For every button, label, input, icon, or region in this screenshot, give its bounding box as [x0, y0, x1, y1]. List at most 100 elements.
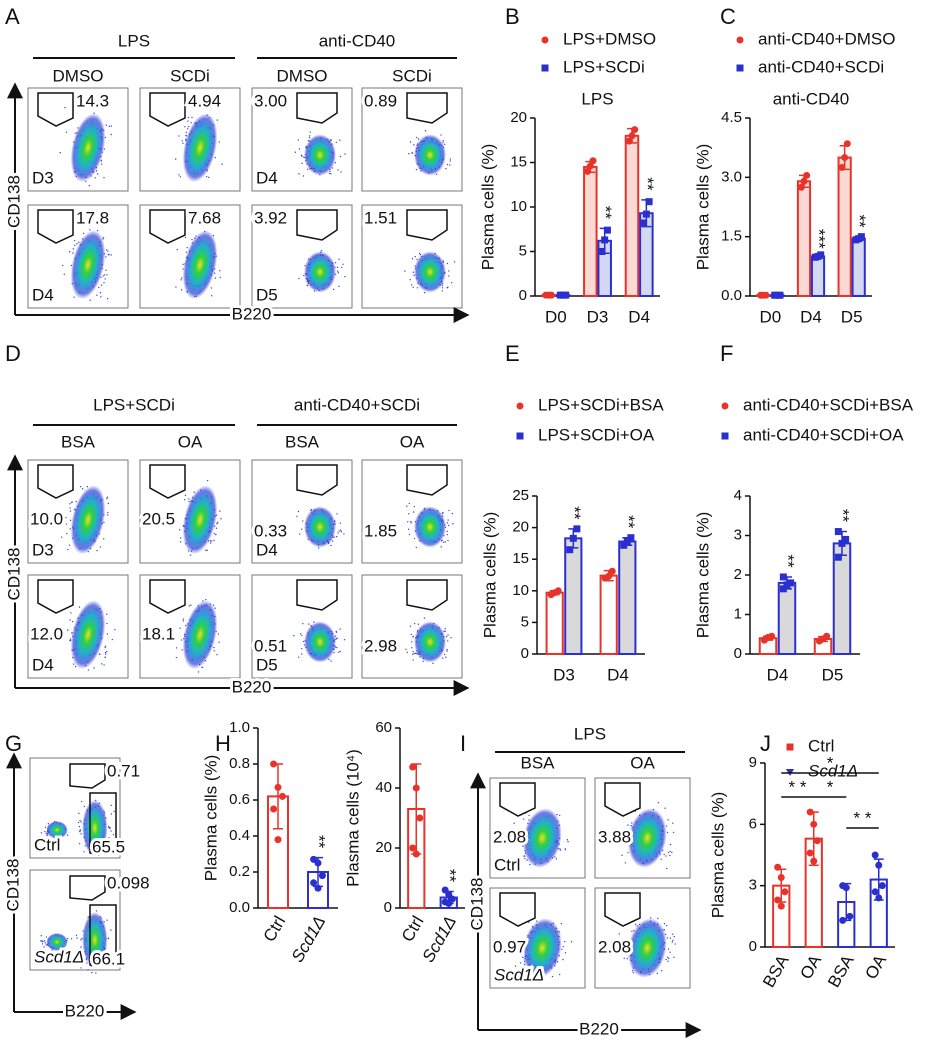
event-dot — [103, 177, 104, 178]
event-dot — [106, 125, 107, 126]
panel-letter: E — [505, 341, 520, 366]
x-tick-label: OA — [861, 951, 890, 982]
data-point — [601, 236, 608, 243]
event-dot — [674, 936, 675, 937]
row-label: D4 — [256, 168, 278, 187]
event-dot — [668, 949, 669, 950]
data-point — [562, 292, 569, 299]
gate-value: 65.5 — [92, 837, 125, 856]
event-dot — [523, 818, 524, 819]
event-dot — [95, 177, 96, 178]
panel-letter: J — [760, 731, 771, 756]
event-dot — [565, 849, 566, 850]
event-dot — [81, 801, 82, 802]
event-dot — [66, 132, 67, 133]
event-dot — [669, 851, 670, 852]
data-point — [315, 885, 322, 892]
event-dot — [183, 618, 184, 619]
panel-letter: F — [720, 341, 733, 366]
significance: ** — [779, 554, 798, 568]
event-dot — [96, 910, 97, 911]
event-dot — [70, 510, 71, 511]
x-axis-label: B220 — [579, 1019, 619, 1038]
legend-label: anti-CD40+SCDi+OA — [743, 425, 904, 444]
event-dot — [205, 550, 206, 551]
event-dot — [340, 156, 341, 157]
density — [304, 134, 336, 175]
event-dot — [206, 176, 207, 177]
event-dot — [178, 135, 179, 136]
significance: ** — [619, 515, 638, 529]
event-dot — [301, 155, 302, 156]
event-dot — [333, 289, 334, 290]
y-axis-label: Plasma cells (%) — [480, 512, 499, 639]
event-dot — [103, 664, 104, 665]
x-axis-label: B220 — [232, 304, 272, 323]
event-dot — [210, 540, 211, 541]
y-tick-label: 0.6 — [229, 791, 250, 808]
event-dot — [220, 277, 221, 278]
event-dot — [186, 251, 187, 252]
event-dot — [219, 510, 220, 511]
event-dot — [309, 137, 310, 138]
event-dot — [64, 107, 65, 108]
event-dot — [330, 660, 331, 661]
event-dot — [217, 119, 218, 120]
event-dot — [110, 254, 111, 255]
significance: ** — [834, 509, 853, 523]
event-dot — [109, 126, 110, 127]
event-dot — [564, 941, 565, 942]
event-dot — [529, 864, 530, 865]
event-dot — [210, 542, 211, 543]
event-dot — [101, 284, 102, 285]
event-dot — [416, 547, 417, 548]
bracket-label: * * — [789, 777, 807, 796]
gate-value: 18.1 — [142, 624, 175, 643]
event-dot — [186, 247, 187, 248]
panel-letter: G — [5, 731, 22, 756]
event-dot — [186, 132, 187, 133]
density — [304, 506, 336, 547]
y-tick-label: 0.0 — [721, 287, 742, 304]
event-dot — [69, 640, 70, 641]
event-dot — [70, 612, 71, 613]
event-dot — [40, 940, 41, 941]
data-point — [817, 251, 824, 258]
event-dot — [665, 959, 666, 960]
event-dot — [341, 531, 342, 532]
event-dot — [559, 815, 560, 816]
event-dot — [208, 177, 209, 178]
x-tick-label: D4 — [607, 665, 629, 684]
column-label: DMSO — [53, 66, 104, 85]
event-dot — [448, 510, 449, 511]
event-dot — [673, 832, 674, 833]
event-dot — [409, 503, 410, 504]
bracket-label: * — [827, 753, 834, 772]
data-point — [413, 785, 420, 792]
data-point — [768, 633, 775, 640]
y-axis-label: CD138 — [3, 859, 22, 912]
event-dot — [337, 270, 338, 271]
event-dot — [180, 541, 181, 542]
y-axis-label: Plasma cells (%) — [693, 512, 712, 639]
event-dot — [111, 813, 112, 814]
x-tick-label: D4 — [628, 307, 650, 326]
event-dot — [310, 131, 311, 132]
event-dot — [110, 830, 111, 831]
event-dot — [301, 528, 302, 529]
y-axis-label: CD138 — [467, 878, 486, 931]
y-tick-label: 4.5 — [721, 109, 742, 126]
event-dot — [514, 822, 515, 823]
y-tick-label: 9 — [749, 754, 757, 771]
event-dot — [672, 823, 673, 824]
event-dot — [425, 130, 426, 131]
legend-marker — [517, 433, 524, 440]
panel-letter: D — [5, 341, 21, 366]
data-point — [839, 917, 846, 924]
event-dot — [206, 550, 207, 551]
event-dot — [108, 503, 109, 504]
density — [304, 251, 336, 292]
event-dot — [309, 135, 310, 136]
significance: ** — [440, 869, 459, 883]
event-dot — [562, 959, 563, 960]
